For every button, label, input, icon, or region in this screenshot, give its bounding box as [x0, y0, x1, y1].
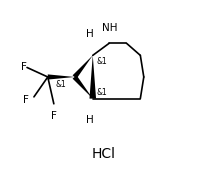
Text: &1: &1	[55, 80, 66, 89]
Polygon shape	[48, 74, 75, 80]
Text: HCl: HCl	[92, 147, 116, 161]
Text: &1: &1	[96, 88, 107, 97]
Text: F: F	[51, 111, 57, 121]
Text: &1: &1	[96, 57, 107, 66]
Text: NH: NH	[102, 23, 118, 33]
Polygon shape	[73, 55, 93, 79]
Text: F: F	[21, 62, 27, 72]
Polygon shape	[89, 55, 96, 99]
Text: H: H	[86, 29, 94, 39]
Text: F: F	[23, 95, 28, 105]
Polygon shape	[73, 75, 93, 99]
Text: H: H	[86, 115, 94, 125]
